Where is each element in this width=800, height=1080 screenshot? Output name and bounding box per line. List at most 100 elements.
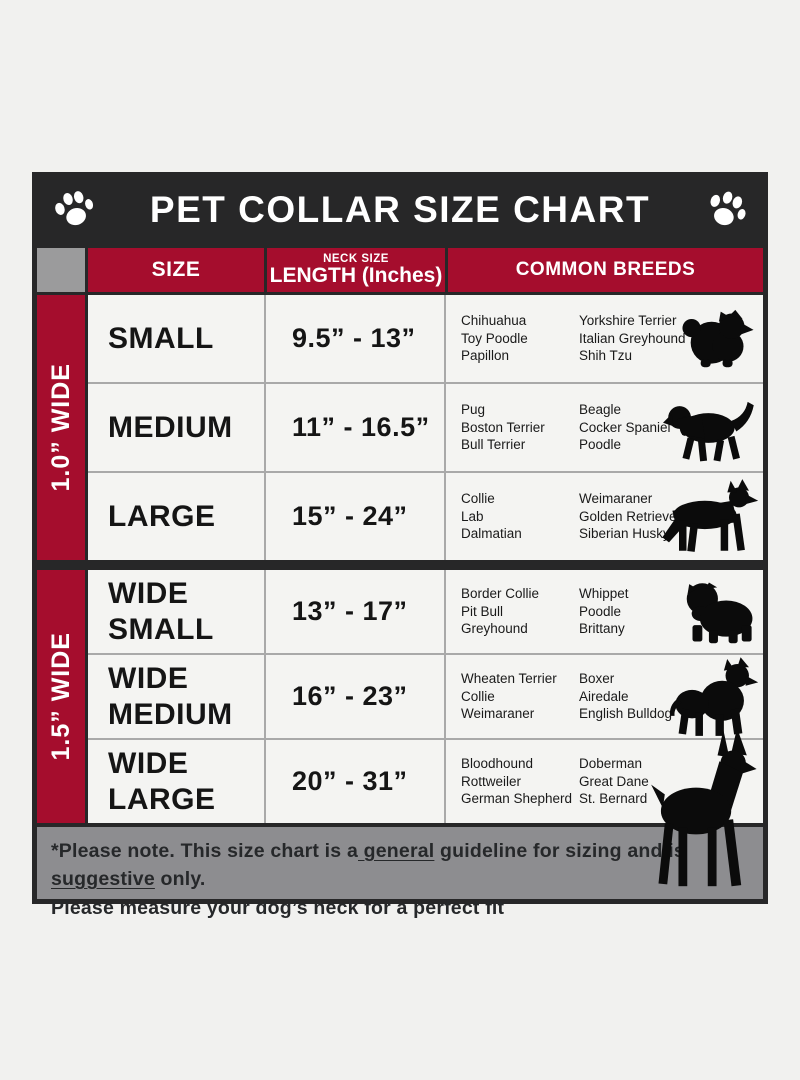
breed-item: Pit Bull (461, 603, 504, 619)
length-value: 16” - 23” (292, 681, 408, 711)
breeds-cell: Chihuahua Toy Poodle Papillon Yorkshire … (446, 295, 763, 382)
title-bar: PET COLLAR SIZE CHART (37, 172, 763, 248)
size-table-section-1: SMALL 9.5” - 13” Chihuahua Toy Poodle Pa… (88, 295, 763, 560)
size-cell: SMALL (88, 295, 264, 382)
breed-list: Pug Boston Terrier Bull Terrier (461, 401, 579, 454)
breed-item: Airedale (579, 688, 629, 704)
breed-item: Doberman (579, 755, 643, 771)
note-underlined-word: general (358, 840, 435, 862)
breed-item: Greyhound (461, 621, 528, 637)
breed-list: Boxer Airedale English Bulldog (579, 670, 672, 723)
length-cell: 13” - 17” (266, 570, 444, 653)
breed-item: Collie (461, 490, 495, 506)
breed-item: Poodle (579, 603, 622, 619)
breed-item: Siberian Husky (579, 526, 670, 542)
breed-item: Whippet (579, 585, 629, 601)
breed-item: Cocker Spaniel (579, 419, 671, 435)
breed-item: Brittany (579, 621, 625, 637)
breeds-cell: Pug Boston Terrier Bull Terrier Beagle C… (446, 384, 763, 471)
size-value: WIDE LARGE (108, 746, 216, 816)
breed-item: Papillon (461, 348, 510, 364)
breed-item: Wheaten Terrier (461, 670, 557, 686)
breeds-cell: Wheaten Terrier Collie Weimaraner Boxer … (446, 655, 763, 738)
length-label: LENGTH (Inches) (269, 264, 443, 287)
pitbull-dog-icon (670, 656, 759, 736)
breed-item: Italian Greyhound (579, 330, 686, 346)
size-cell: LARGE (88, 473, 264, 560)
breed-item: Beagle (579, 401, 622, 417)
breed-item: Pug (461, 401, 486, 417)
breed-list: Wheaten Terrier Collie Weimaraner (461, 670, 579, 723)
breed-list: Chihuahua Toy Poodle Papillon (461, 312, 579, 365)
breed-item: Great Dane (579, 773, 649, 789)
fluffy-toy-dog-icon (682, 309, 754, 367)
length-cell: 11” - 16.5” (266, 384, 444, 471)
beagle-dog-icon (663, 401, 754, 461)
column-header-size: SIZE (88, 248, 264, 292)
size-value: LARGE (108, 499, 216, 533)
note-line-1: *Please note. This size chart is a gener… (51, 837, 749, 894)
breed-list: Whippet Poodle Brittany (579, 585, 629, 638)
size-value: SMALL (108, 321, 214, 355)
width-band-label: 1.5” WIDE (46, 632, 75, 761)
length-cell: 15” - 24” (266, 473, 444, 560)
breed-item: Shih Tzu (579, 348, 633, 364)
length-value: 9.5” - 13” (292, 323, 416, 353)
size-cell: WIDE LARGE (88, 740, 264, 823)
size-value: MEDIUM (108, 410, 233, 444)
length-cell: 9.5” - 13” (266, 295, 444, 382)
breed-item: Dalmatian (461, 526, 522, 542)
breed-list: Border Collie Pit Bull Greyhound (461, 585, 579, 638)
paw-print-icon (710, 191, 746, 226)
breed-item: Toy Poodle (461, 330, 528, 346)
breed-item: Boston Terrier (461, 419, 545, 435)
column-header-breeds: COMMON BREEDS (448, 248, 763, 292)
bulldog-dog-icon (686, 581, 753, 643)
page-title: PET COLLAR SIZE CHART (149, 189, 651, 230)
header-row: SIZE NECK SIZE LENGTH (Inches) COMMON BR… (37, 248, 763, 292)
size-value: WIDE MEDIUM (108, 661, 233, 731)
size-cell: WIDE MEDIUM (88, 655, 264, 738)
breed-list: Collie Lab Dalmatian (461, 490, 579, 543)
section-1-5-wide: 1.5” WIDE WIDE SMALL 13” - 17” Border Co… (37, 570, 763, 887)
breed-list: Beagle Cocker Spaniel Poodle (579, 401, 671, 454)
note-text: guideline for sizing and is (434, 840, 685, 862)
breeds-cell: Border Collie Pit Bull Greyhound Whippet… (446, 570, 763, 653)
length-value: 20” - 31” (292, 766, 408, 796)
breed-item: Yorkshire Terrier (579, 312, 677, 328)
breed-item: Collie (461, 688, 495, 704)
breed-item: English Bulldog (579, 706, 673, 722)
breed-item: Lab (461, 508, 484, 524)
length-cell: 16” - 23” (266, 655, 444, 738)
breed-item: Boxer (579, 670, 615, 686)
breed-item: St. Bernard (579, 791, 648, 807)
shepherd-dog-icon (662, 478, 759, 552)
length-cell: 20” - 31” (266, 740, 444, 823)
width-band-1-5: 1.5” WIDE (37, 570, 85, 823)
pet-collar-size-chart: PET COLLAR SIZE CHART SIZE NECK SIZE LEN… (32, 172, 768, 919)
breed-list: Doberman Great Dane St. Bernard (579, 755, 649, 808)
footer-note: *Please note. This size chart is a gener… (37, 827, 763, 919)
doberman-dog-icon (651, 728, 757, 887)
width-band-label: 1.0” WIDE (46, 363, 75, 492)
breed-list: Yorkshire Terrier Italian Greyhound Shih… (579, 312, 686, 365)
size-cell: MEDIUM (88, 384, 264, 471)
corner-cell (37, 248, 85, 292)
breed-item: Weimaraner (579, 490, 653, 506)
size-table-section-2: WIDE SMALL 13” - 17” Border Collie Pit B… (88, 570, 763, 887)
breed-item: Bull Terrier (461, 437, 526, 453)
width-band-1-0: 1.0” WIDE (37, 295, 85, 560)
breed-item: Rottweiler (461, 773, 522, 789)
note-line-2: Please measure your dog’s neck for a per… (51, 896, 505, 919)
note-text: only. (154, 868, 206, 891)
breed-item: German Shepherd (461, 791, 573, 807)
neck-size-label: NECK SIZE (323, 252, 389, 265)
breeds-cell: Collie Lab Dalmatian Weimaraner Golden R… (446, 473, 763, 560)
length-value: 13” - 17” (292, 596, 408, 626)
section-1-0-wide: 1.0” WIDE SMALL 9.5” - 13” Chihuahua Toy… (37, 295, 763, 560)
note-underlined-word: suggestive (51, 868, 155, 891)
breed-list: Bloodhound Rottweiler German Shepherd (461, 755, 579, 808)
paw-print-icon (55, 191, 94, 226)
size-cell: WIDE SMALL (88, 570, 264, 653)
breed-list: Weimaraner Golden Retriever Siberian Hus… (579, 490, 681, 543)
